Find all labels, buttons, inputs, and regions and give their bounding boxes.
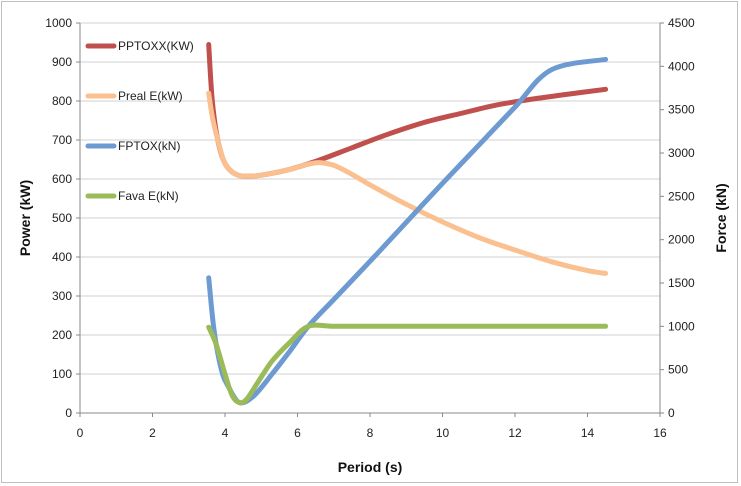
y2-tick-label: 4000 <box>668 59 695 73</box>
y2-tick-label: 500 <box>668 363 688 377</box>
y-tick-label: 500 <box>52 211 72 225</box>
legend-label: PPTOXX(KW) <box>118 39 194 53</box>
y2-tick-label: 2000 <box>668 233 695 247</box>
y-axis-title: Power (kW) <box>17 180 33 256</box>
x-tick-label: 14 <box>581 426 595 440</box>
y2-axis-title: Force (kN) <box>713 183 729 252</box>
y-tick-label: 0 <box>65 406 72 420</box>
y-tick-label: 100 <box>52 367 72 381</box>
series-line-3 <box>206 322 609 406</box>
legend: PPTOXX(KW) Preal E(kW) FPTOX(kN) Fava E(kN) <box>85 39 194 203</box>
x-tick-label: 12 <box>508 426 522 440</box>
y-tick-label: 700 <box>52 133 72 147</box>
series-line-1 <box>206 90 609 276</box>
y-tick-label: 1000 <box>45 16 72 30</box>
x-tick-label: 2 <box>149 426 156 440</box>
y2-tick-label: 0 <box>668 406 675 420</box>
x-tick-label: 4 <box>222 426 229 440</box>
series-line-0 <box>206 42 609 179</box>
y-tick-label: 800 <box>52 94 72 108</box>
x-tick-label: 10 <box>436 426 450 440</box>
y-tick-label: 400 <box>52 250 72 264</box>
y2-tick-label: 1000 <box>668 319 695 333</box>
axes <box>76 22 664 417</box>
x-tick-label: 6 <box>294 426 301 440</box>
series-line-2 <box>206 56 609 406</box>
legend-label: Fava E(kN) <box>118 189 179 203</box>
x-tick-label: 0 <box>77 426 84 440</box>
x-tick-label: 16 <box>653 426 667 440</box>
x-tick-label: 8 <box>367 426 374 440</box>
y2-tick-label: 3000 <box>668 146 695 160</box>
series-lines <box>206 42 609 406</box>
y-tick-label: 900 <box>52 55 72 69</box>
legend-label: FPTOX(kN) <box>118 139 180 153</box>
y2-tick-label: 4500 <box>668 16 695 30</box>
y-tick-label: 300 <box>52 289 72 303</box>
gridlines <box>80 22 660 414</box>
y2-tick-label: 1500 <box>668 276 695 290</box>
y-tick-label: 200 <box>52 328 72 342</box>
y2-tick-label: 3500 <box>668 103 695 117</box>
legend-label: Preal E(kW) <box>118 89 183 103</box>
tick-labels: 0100200300400500600700800900100005001000… <box>45 16 695 440</box>
y2-tick-label: 2500 <box>668 189 695 203</box>
x-axis-title: Period (s) <box>338 459 403 475</box>
y-tick-label: 600 <box>52 172 72 186</box>
